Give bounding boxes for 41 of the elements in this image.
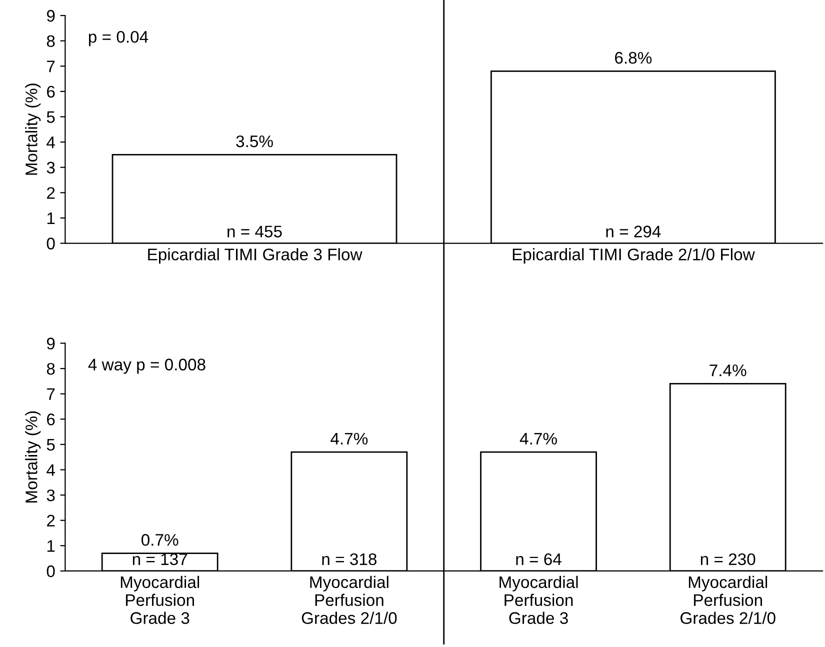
x-tick-label: Myocardial Perfusion Grades 2/1/0 <box>680 576 776 624</box>
y-axis-title: Mortality (%) <box>25 411 41 502</box>
data-label: 7.4% <box>710 364 746 376</box>
y-tick-label: 9 <box>46 338 55 350</box>
y-tick-label: 2 <box>47 514 55 526</box>
y-tick-label: 1 <box>47 212 55 224</box>
y-tick-label: 4 <box>46 136 55 148</box>
y-tick-label: 3 <box>46 489 55 502</box>
y-tick-label: 3 <box>46 162 55 174</box>
y-tick-label: 5 <box>46 439 55 451</box>
y-tick-label: 6 <box>47 86 55 98</box>
y-tick-label: 0 <box>46 238 55 250</box>
y-tick-label: 6 <box>47 414 55 426</box>
data-label: 4.7% <box>330 432 368 445</box>
y-tick-label: 8 <box>46 35 55 48</box>
annotation: 4 way p = 0.008 <box>88 358 206 374</box>
data-label: 0.7% <box>142 534 178 546</box>
y-axis-title: Mortality (%) <box>25 84 41 175</box>
annotation: n = 230 <box>700 553 756 566</box>
x-tick-label: Myocardial Perfusion Grade 3 <box>120 576 200 624</box>
y-tick-label: 0 <box>46 565 55 578</box>
y-tick-label: 4 <box>46 464 55 476</box>
data-label: 4.7% <box>520 432 557 445</box>
y-tick-label: 5 <box>46 111 55 123</box>
annotation: n = 455 <box>228 226 282 238</box>
data-label: 6.8% <box>615 52 652 64</box>
x-tick-label: Epicardial TIMI Grade 3 Flow <box>148 248 362 264</box>
y-tick-label: 7 <box>47 60 55 72</box>
data-label: 3.5% <box>236 135 273 148</box>
annotation: n = 294 <box>606 226 661 238</box>
y-tick-label: 8 <box>46 362 55 375</box>
annotation: n = 318 <box>322 553 376 566</box>
annotation: p = 0.04 <box>88 30 148 46</box>
y-tick-label: 2 <box>47 187 55 199</box>
x-tick-label: Epicardial TIMI Grade 2/1/0 Flow <box>512 248 755 264</box>
y-tick-label: 1 <box>47 540 55 552</box>
y-tick-label: 7 <box>47 388 55 400</box>
x-tick-label: Myocardial Perfusion Grade 3 <box>500 576 578 624</box>
y-tick-label: 9 <box>46 10 55 22</box>
annotation: n = 64 <box>516 553 562 566</box>
x-tick-label: Myocardial Perfusion Grades 2/1/0 <box>302 576 397 624</box>
